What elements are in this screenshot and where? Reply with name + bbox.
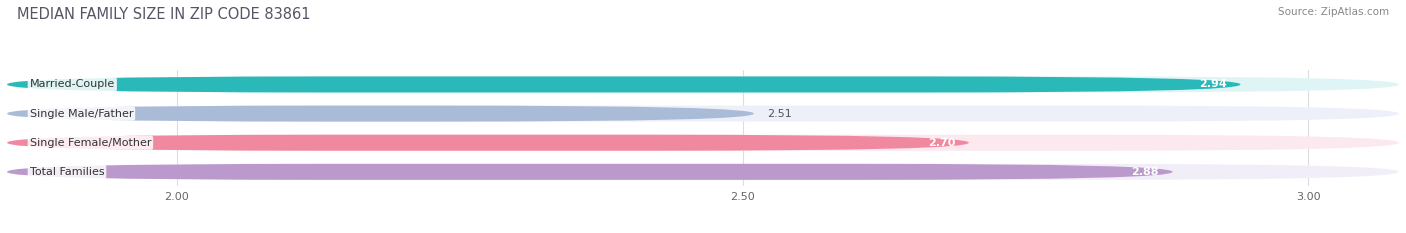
- FancyBboxPatch shape: [7, 164, 1399, 180]
- Text: Single Male/Father: Single Male/Father: [30, 109, 134, 119]
- Text: Source: ZipAtlas.com: Source: ZipAtlas.com: [1278, 7, 1389, 17]
- FancyBboxPatch shape: [7, 76, 1399, 93]
- Text: 2.51: 2.51: [768, 109, 792, 119]
- FancyBboxPatch shape: [7, 106, 1399, 122]
- Text: Married-Couple: Married-Couple: [30, 79, 115, 89]
- FancyBboxPatch shape: [7, 76, 1240, 93]
- Text: 2.70: 2.70: [928, 138, 955, 148]
- FancyBboxPatch shape: [7, 135, 969, 151]
- FancyBboxPatch shape: [7, 164, 1173, 180]
- FancyBboxPatch shape: [7, 135, 1399, 151]
- Text: 2.88: 2.88: [1132, 167, 1159, 177]
- Text: Single Female/Mother: Single Female/Mother: [30, 138, 152, 148]
- FancyBboxPatch shape: [7, 106, 754, 122]
- Text: Total Families: Total Families: [30, 167, 104, 177]
- Text: 2.94: 2.94: [1199, 79, 1227, 89]
- Text: MEDIAN FAMILY SIZE IN ZIP CODE 83861: MEDIAN FAMILY SIZE IN ZIP CODE 83861: [17, 7, 311, 22]
